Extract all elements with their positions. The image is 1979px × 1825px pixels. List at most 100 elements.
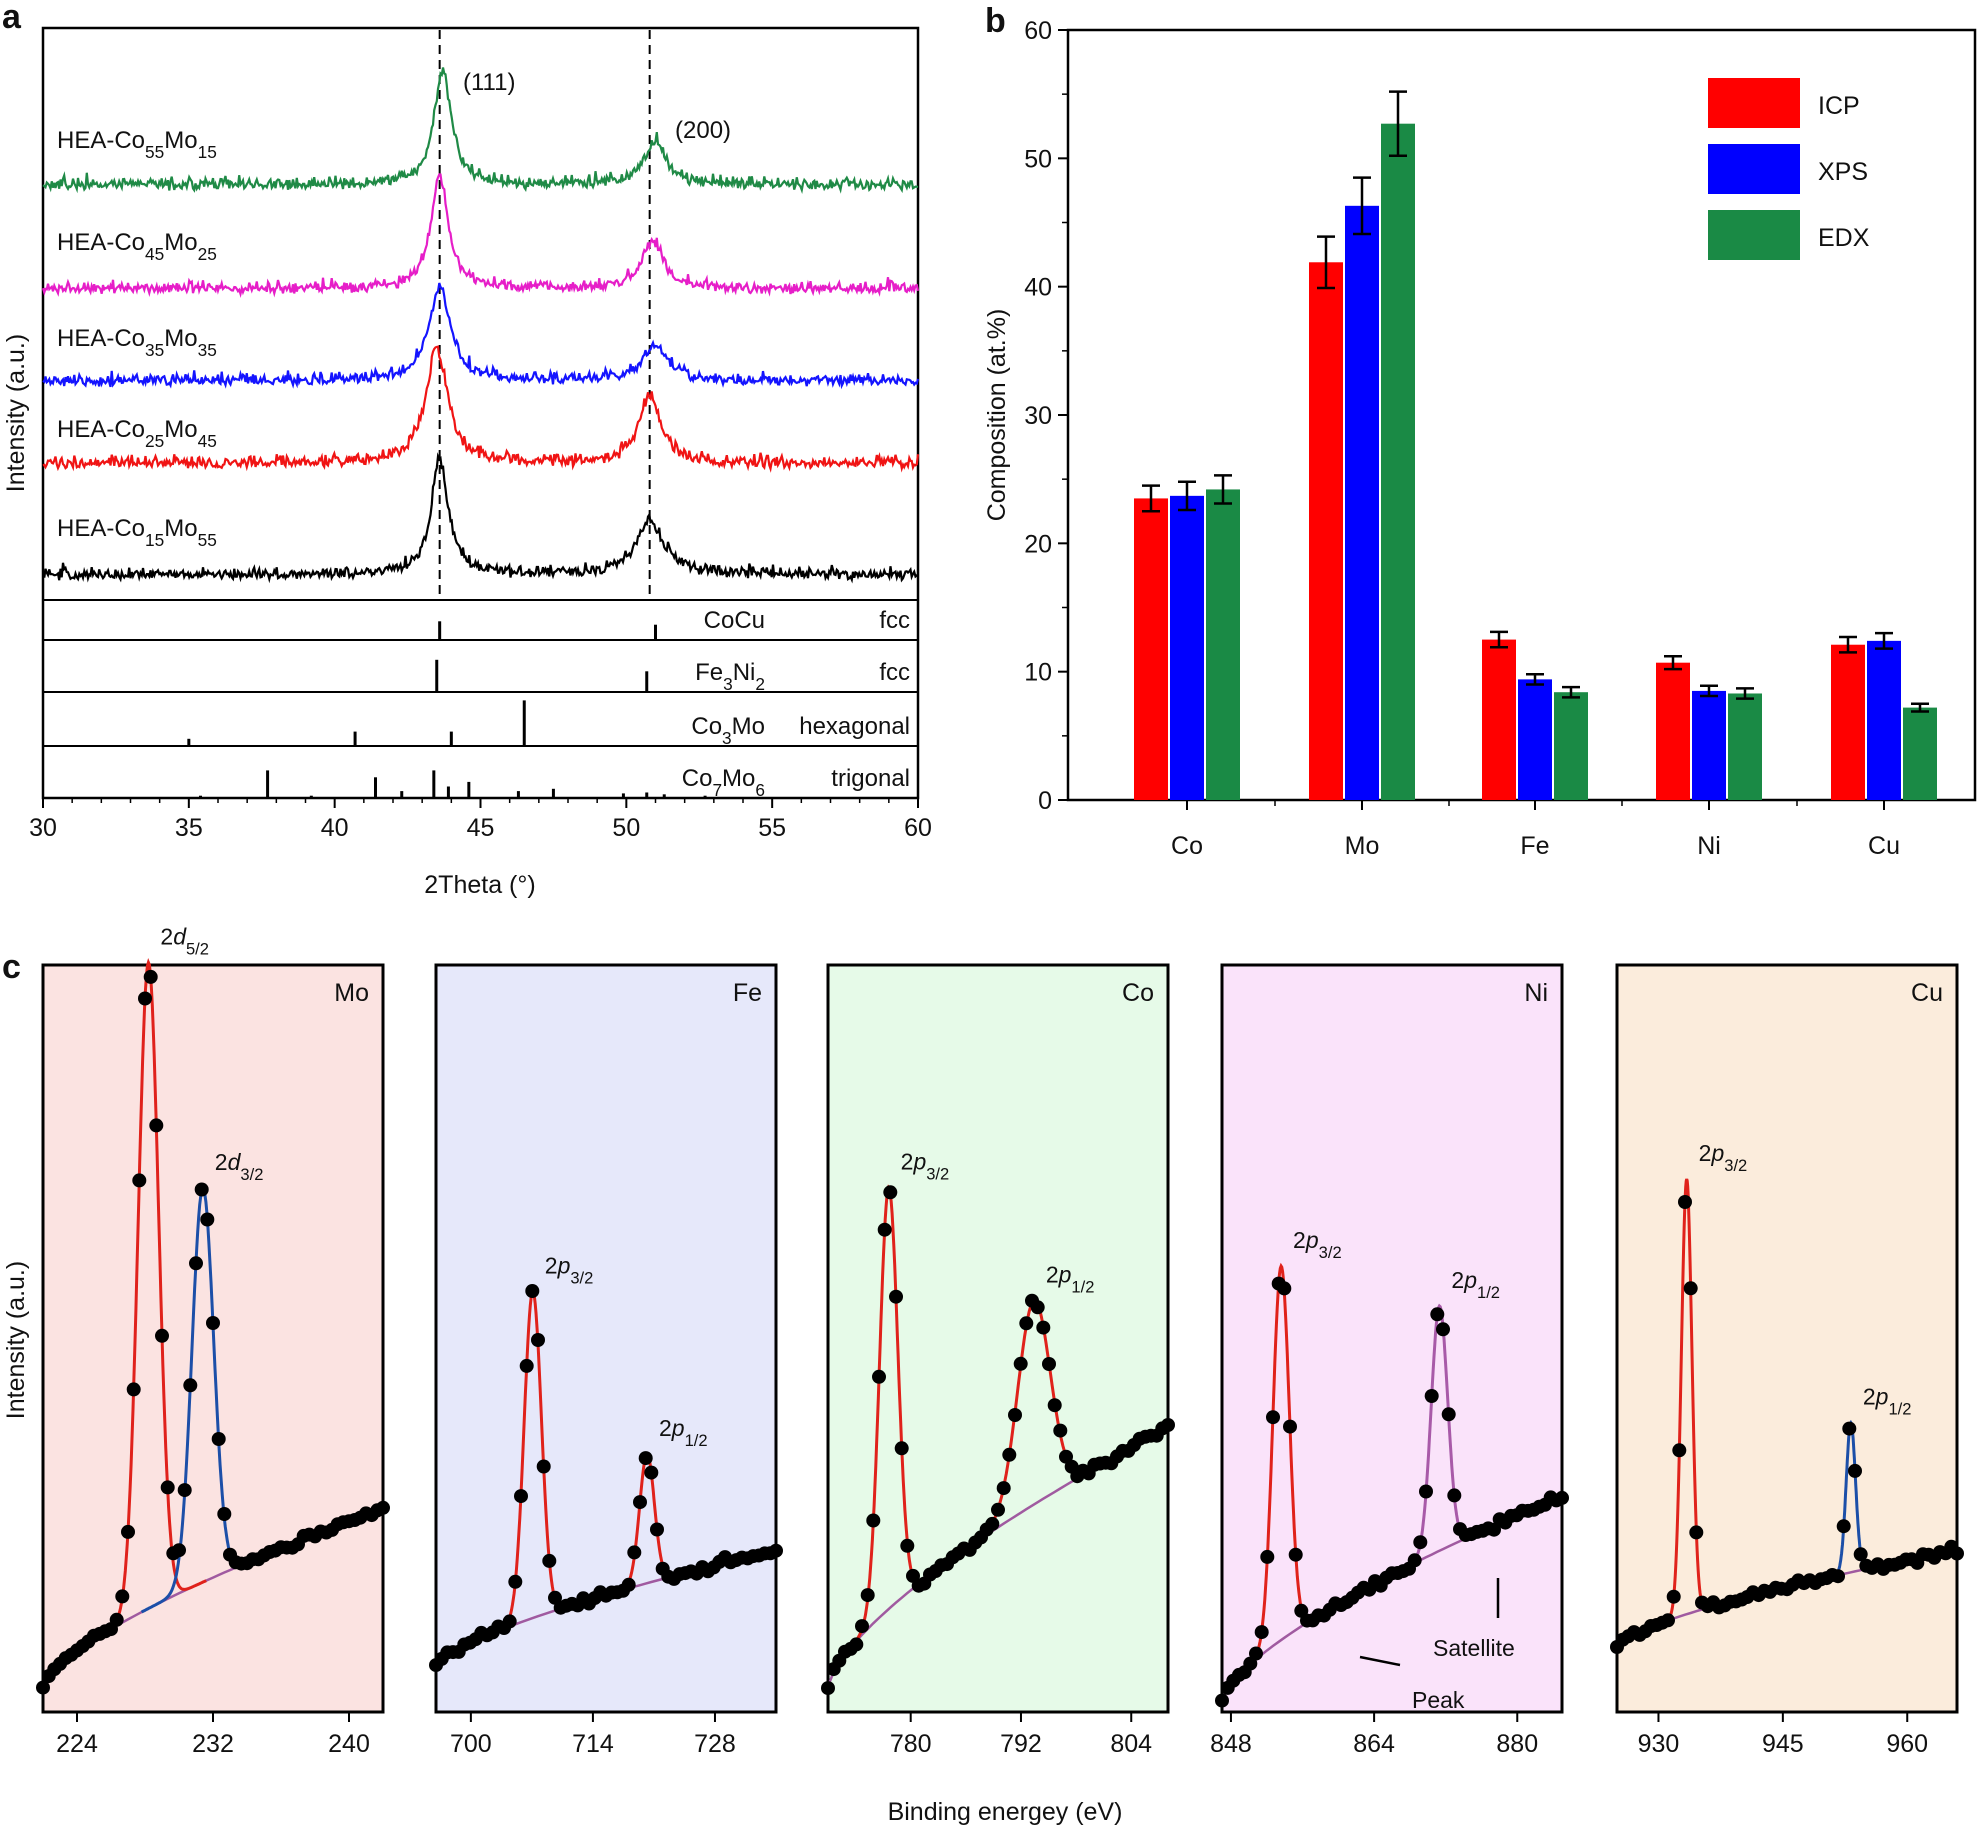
bar [1554, 692, 1588, 800]
reference-phase-label: Co3Mo [691, 713, 765, 748]
data-point [1441, 1407, 1456, 1422]
bar [1831, 644, 1865, 800]
data-point [155, 1328, 169, 1343]
data-point [872, 1369, 886, 1384]
data-point [115, 1589, 130, 1604]
series-label: HEA-Co15Mo55 [57, 515, 217, 550]
data-point [183, 1378, 198, 1393]
x-tick-label: 50 [612, 814, 640, 842]
y-tick-label: 30 [1024, 402, 1052, 430]
data-point [519, 1358, 534, 1373]
category-label: Co [1171, 832, 1203, 860]
data-point [855, 1619, 869, 1634]
data-point [177, 1483, 192, 1498]
data-point [1419, 1484, 1433, 1499]
xrd-pattern-line [41, 452, 919, 584]
data-point [1436, 1322, 1450, 1337]
bar [1903, 707, 1937, 800]
data-point [211, 1432, 226, 1446]
data-point [1950, 1546, 1964, 1561]
category-label: Mo [1345, 832, 1380, 860]
y-tick-label: 0 [1038, 787, 1052, 815]
data-point [376, 1500, 390, 1515]
data-point [1678, 1195, 1692, 1209]
x-tick-label: 728 [694, 1730, 736, 1758]
data-point [1249, 1646, 1263, 1661]
series-label: HEA-Co45Mo25 [57, 229, 217, 264]
data-point [1161, 1418, 1175, 1432]
x-tick-label: 700 [450, 1730, 492, 1758]
data-point [542, 1553, 557, 1568]
bar [1692, 690, 1726, 800]
peak-label-200: (200) [675, 117, 731, 144]
data-point [1002, 1447, 1017, 1462]
data-point [1277, 1281, 1292, 1296]
data-point [985, 1516, 1000, 1531]
bar [1656, 662, 1690, 800]
y-axis-title: Intensity (a.u.) [2, 334, 30, 492]
x-tick-label: 30 [29, 814, 57, 842]
peak-label: 2p3/2 [1293, 1227, 1342, 1262]
element-label: Cu [1911, 979, 1943, 1007]
data-point [1254, 1625, 1269, 1640]
data-point [132, 1173, 147, 1188]
data-point [206, 1316, 220, 1330]
data-point [1848, 1463, 1862, 1478]
element-label: Fe [733, 979, 762, 1007]
legend-swatch [1708, 78, 1800, 128]
data-point [900, 1538, 915, 1553]
data-point [866, 1513, 881, 1528]
data-point [1672, 1443, 1687, 1458]
panel-c-letter: c [2, 948, 21, 986]
bar [1381, 123, 1415, 800]
data-point [1013, 1356, 1028, 1371]
y-axis-title: Composition (at.%) [983, 309, 1011, 522]
data-point [1283, 1419, 1297, 1434]
bar [1134, 498, 1168, 800]
data-point [1053, 1423, 1068, 1438]
peak-label: 2p3/2 [545, 1253, 594, 1288]
data-point [525, 1284, 540, 1298]
peak-label: 2p3/2 [1699, 1140, 1748, 1175]
data-point [172, 1543, 186, 1558]
data-point [633, 1495, 647, 1510]
data-point [1215, 1693, 1229, 1708]
data-point [200, 1212, 215, 1227]
reference-structure-label: hexagonal [799, 713, 910, 740]
data-point [126, 1382, 141, 1397]
data-point [621, 1577, 636, 1592]
data-point [149, 1118, 164, 1133]
data-point [1683, 1281, 1698, 1296]
data-point [821, 1681, 835, 1696]
data-point [849, 1637, 864, 1652]
data-point [508, 1574, 523, 1589]
data-point [217, 1507, 232, 1521]
bar [1206, 489, 1240, 800]
bar [1482, 639, 1516, 800]
peak-label: 2d5/2 [160, 924, 209, 959]
data-point [194, 1182, 209, 1197]
legend-swatch [1708, 144, 1800, 194]
data-point [769, 1543, 783, 1558]
legend-label: EDX [1818, 224, 1870, 252]
reference-phase-label: CoCu [704, 607, 765, 634]
data-point [1836, 1519, 1851, 1534]
x-tick-label: 848 [1210, 1730, 1252, 1758]
data-point [1689, 1525, 1704, 1540]
data-point [1424, 1389, 1439, 1403]
panel-a-letter: a [2, 0, 22, 36]
peak-label: 2p1/2 [659, 1415, 708, 1450]
peak-label: 2d3/2 [215, 1149, 264, 1184]
data-point [1008, 1408, 1022, 1422]
x-tick-label: 880 [1496, 1730, 1538, 1758]
composition-bar-panel: 0 10 20 30 40 50 60 Composition (at.%) Co Mo Fe Ni C… [983, 17, 1977, 860]
data-point [644, 1465, 659, 1480]
x-tick-label: 864 [1353, 1730, 1395, 1758]
data-point [1288, 1547, 1303, 1562]
bar [1867, 640, 1901, 800]
x-tick-label: 945 [1762, 1730, 1804, 1758]
x-tick-label: 60 [904, 814, 932, 842]
x-tick-label: 40 [321, 814, 349, 842]
x-tick-label: 792 [1000, 1730, 1042, 1758]
data-point [1831, 1569, 1845, 1584]
